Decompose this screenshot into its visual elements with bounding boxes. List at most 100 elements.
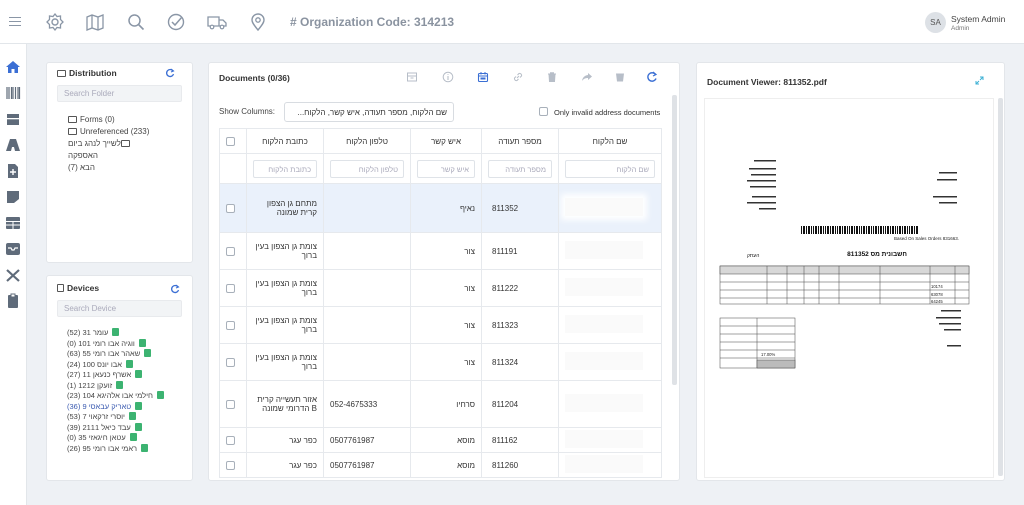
- device-icon: [116, 380, 124, 389]
- row-checkbox[interactable]: [226, 460, 235, 470]
- cell-contact: מוסא: [410, 427, 482, 453]
- check-circle-icon[interactable]: [166, 12, 186, 32]
- viewer-scrollbar[interactable]: [998, 98, 1003, 476]
- row-checkbox[interactable]: [226, 357, 235, 367]
- column-header[interactable]: שם הלקוח: [558, 128, 662, 154]
- row-checkbox[interactable]: [226, 246, 235, 256]
- cell-phone: [323, 306, 411, 344]
- table-row[interactable]: צומת גן הצפון בעין ברוך צור 811323: [219, 306, 662, 344]
- table-icon[interactable]: [3, 214, 23, 232]
- inbox-icon[interactable]: [3, 240, 23, 258]
- device-item[interactable]: עבד כיאל 2111 (39): [67, 422, 189, 434]
- row-select-cell: [219, 269, 247, 307]
- top-bar: # Organization Code: 314213 SA System Ad…: [0, 0, 1024, 44]
- folder-item[interactable]: Unreferenced (233): [68, 126, 161, 138]
- device-item[interactable]: יוסרי זרקאוי 7 (53): [67, 412, 189, 423]
- filter-cell: מספר תעודה: [481, 153, 559, 184]
- table-row[interactable]: אזור תעשייה קרית B הדרומי שמונה 052-46753…: [219, 380, 662, 428]
- settings-icon[interactable]: [45, 12, 65, 32]
- document-add-icon[interactable]: [3, 162, 23, 180]
- home-icon[interactable]: [3, 58, 23, 76]
- table-row[interactable]: צומת גן הצפון בעין ברוך צור 811222: [219, 269, 662, 307]
- device-item[interactable]: זועקן 1212 (1): [67, 380, 189, 392]
- expand-icon[interactable]: [975, 76, 984, 85]
- search-device-input[interactable]: Search Device: [57, 300, 182, 317]
- cell-contact: מוסא: [410, 452, 482, 478]
- column-filter-input[interactable]: טלפון הלקוח: [330, 159, 404, 178]
- device-icon: [129, 433, 137, 441]
- refresh-icon[interactable]: [170, 284, 180, 294]
- device-item[interactable]: חילמי אבו אלהיגא 104 (23): [67, 391, 189, 402]
- info-icon[interactable]: [442, 71, 454, 83]
- avatar[interactable]: SA: [925, 12, 946, 33]
- barcode-icon[interactable]: [3, 84, 23, 102]
- column-filter-input[interactable]: מספר תעודה: [488, 159, 552, 178]
- folder-icon: [68, 128, 77, 135]
- bin-icon[interactable]: [614, 71, 626, 83]
- note-icon[interactable]: [3, 188, 23, 206]
- row-select-cell: [219, 452, 247, 478]
- column-header[interactable]: מספר תעודה: [481, 128, 559, 154]
- device-item[interactable]: ווגיה אבו רומי 101 (0): [67, 338, 189, 350]
- table-row[interactable]: כפר עגר 0507761987 מוסא 811260: [219, 452, 662, 478]
- cell-customer-name: [558, 183, 662, 233]
- menu-icon[interactable]: [9, 17, 21, 26]
- device-label: זועקן 1212 (1): [67, 380, 113, 390]
- only-invalid-checkbox[interactable]: [539, 107, 548, 116]
- folder-item[interactable]: לשייך לנהג ביום האספקה: [68, 138, 161, 162]
- viewer-title: Document Viewer: 811352.pdf: [707, 77, 827, 87]
- user-name[interactable]: System Admin: [951, 14, 1006, 24]
- table-row[interactable]: צומת גן הצפון בעין ברוך צור 811324: [219, 343, 662, 381]
- row-checkbox[interactable]: [226, 203, 235, 213]
- search-folder-input[interactable]: Search Folder: [57, 85, 182, 102]
- search-icon[interactable]: [126, 12, 146, 32]
- row-checkbox[interactable]: [226, 320, 235, 330]
- road-icon[interactable]: [3, 136, 23, 154]
- device-icon: [134, 422, 142, 431]
- truck-icon[interactable]: [207, 12, 227, 32]
- invoice-items-table: [719, 265, 970, 305]
- device-item[interactable]: עומר 31 (52): [67, 328, 189, 339]
- box-icon[interactable]: [3, 110, 23, 128]
- documents-scrollbar[interactable]: [672, 95, 677, 385]
- device-item[interactable]: אשרף כנעאן 11 (27): [67, 370, 189, 381]
- device-item[interactable]: ראמי אבו רומי 95 (26): [67, 443, 189, 455]
- cell-doc-number: 811162: [481, 427, 559, 453]
- row-checkbox[interactable]: [226, 399, 235, 409]
- clipboard-icon[interactable]: [3, 292, 23, 310]
- show-columns-select[interactable]: שם הלקוח, מספר תעודה, איש קשר, הלקוח...: [284, 102, 454, 122]
- share-icon[interactable]: [581, 71, 593, 83]
- table-row[interactable]: מתחם גן הצפון קרית שמונה נאיף 811352: [219, 183, 662, 233]
- folder-item[interactable]: Forms (0): [68, 114, 161, 126]
- column-filter-input[interactable]: שם הלקוח: [565, 159, 655, 178]
- refresh-icon[interactable]: [646, 71, 658, 83]
- refresh-icon[interactable]: [165, 68, 175, 78]
- column-header[interactable]: איש קשר: [410, 128, 482, 154]
- row-checkbox[interactable]: [226, 283, 235, 293]
- device-item[interactable]: אבו יונס 100 (24): [67, 359, 189, 371]
- filter-cell: כתובת הלקוח: [246, 153, 324, 184]
- column-header[interactable]: כתובת הלקוח: [246, 128, 324, 154]
- folder-item-continued: הבא (7): [68, 162, 161, 174]
- row-checkbox[interactable]: [226, 435, 235, 445]
- select-all-checkbox[interactable]: [226, 136, 235, 146]
- column-filter-input[interactable]: כתובת הלקוח: [253, 159, 317, 178]
- table-row[interactable]: צומת גן הצפון בעין ברוך צור 811191: [219, 232, 662, 270]
- table-row[interactable]: כפר עגר 0507761987 מוסא 811162: [219, 427, 662, 453]
- archive-icon[interactable]: [406, 71, 418, 83]
- column-header[interactable]: טלפון הלקוח: [323, 128, 411, 154]
- cell-address: צומת גן הצפון בעין ברוך: [246, 306, 324, 344]
- device-icon: [112, 328, 120, 336]
- column-filter-input[interactable]: איש קשר: [417, 159, 475, 178]
- device-item-selected[interactable]: טאריק עבאסי 9 (36): [67, 401, 189, 413]
- tools-icon[interactable]: [3, 266, 23, 284]
- map-icon[interactable]: [85, 12, 105, 32]
- device-icon: [126, 359, 133, 368]
- location-pin-icon[interactable]: [248, 12, 268, 32]
- cell-contact: סרחיו: [410, 380, 482, 428]
- link-icon[interactable]: [512, 71, 524, 83]
- trash-icon[interactable]: [546, 71, 558, 83]
- device-item[interactable]: עטאן חיגאזי 35 (0): [67, 433, 189, 444]
- device-item[interactable]: שאהר אבו רומי 55 (63): [67, 349, 189, 360]
- calendar-icon[interactable]: [477, 71, 489, 83]
